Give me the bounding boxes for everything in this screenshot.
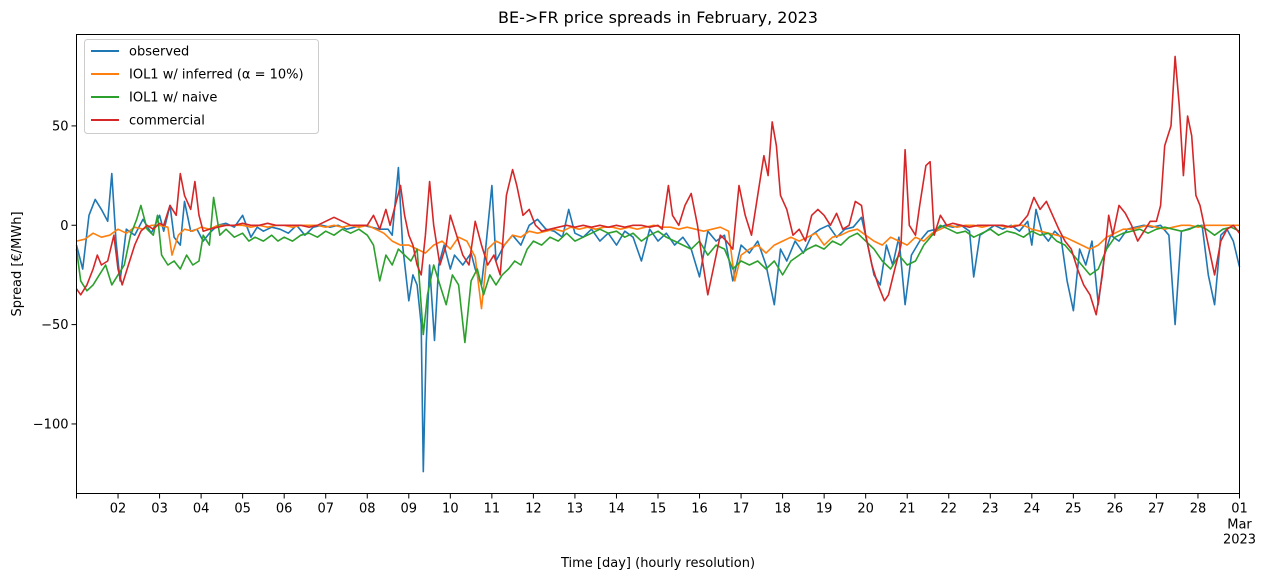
x-tick-label: 01 bbox=[1231, 502, 1248, 517]
x-tick-label: 02 bbox=[110, 502, 127, 517]
y-tick-label: −100 bbox=[33, 417, 69, 432]
legend: observed IOL1 w/ inferred (α = 10%) IOL1 w… bbox=[84, 39, 319, 134]
y-tick-label: 50 bbox=[52, 119, 69, 134]
x-tick-label: 28 bbox=[1190, 502, 1207, 517]
x-tick-label: Mar bbox=[1227, 518, 1252, 533]
x-tick-label: 24 bbox=[1024, 502, 1041, 517]
legend-label: observed bbox=[129, 45, 189, 60]
y-tick-label: −50 bbox=[41, 318, 68, 333]
x-tick-label: 11 bbox=[484, 502, 501, 517]
x-tick-label: 09 bbox=[401, 502, 418, 517]
x-axis: 02 03 04 05 06 07 08 09 10 11 12 13 14 15 16 17 18 19 20 21… bbox=[76, 493, 1256, 548]
y-axis-label: Spread [€/MWh] bbox=[10, 211, 25, 316]
legend-box bbox=[84, 39, 319, 134]
series-line bbox=[75, 166, 1241, 473]
x-tick-label: 2023 bbox=[1223, 533, 1256, 548]
x-tick-label: 06 bbox=[276, 502, 293, 517]
x-tick-label: 03 bbox=[151, 502, 168, 517]
y-axis: 50 0 −50 −100 bbox=[33, 119, 77, 432]
x-tick-label: 19 bbox=[816, 502, 833, 517]
x-tick-label: 21 bbox=[899, 502, 916, 517]
x-tick-label: 16 bbox=[691, 502, 708, 517]
x-tick-label: 23 bbox=[982, 502, 999, 517]
x-tick-label: 18 bbox=[774, 502, 791, 517]
x-tick-label: 12 bbox=[525, 502, 542, 517]
legend-label: IOL1 w/ inferred (α = 10%) bbox=[129, 68, 304, 83]
x-tick-label: 08 bbox=[359, 502, 376, 517]
series-line bbox=[75, 196, 1240, 344]
x-axis-label: Time [day] (hourly resolution) bbox=[560, 556, 755, 571]
series-line bbox=[75, 55, 1241, 316]
legend-label: commercial bbox=[129, 114, 205, 129]
x-tick-label: 07 bbox=[317, 502, 334, 517]
x-tick-label: 05 bbox=[234, 502, 251, 517]
x-tick-label: 13 bbox=[567, 502, 584, 517]
x-tick-label: 10 bbox=[442, 502, 459, 517]
y-tick-label: 0 bbox=[60, 219, 68, 234]
series-line bbox=[76, 224, 1240, 310]
x-tick-label: 22 bbox=[940, 502, 957, 517]
x-tick-label: 20 bbox=[857, 502, 874, 517]
x-tick-label: 04 bbox=[193, 502, 210, 517]
x-tick-label: 25 bbox=[1065, 502, 1082, 517]
x-tick-label: 14 bbox=[608, 502, 625, 517]
legend-label: IOL1 w/ naive bbox=[129, 91, 217, 106]
x-tick-label: 15 bbox=[650, 502, 667, 517]
x-tick-label: 17 bbox=[733, 502, 750, 517]
chart-title: BE->FR price spreads in February, 2023 bbox=[498, 8, 818, 27]
x-tick-label: 27 bbox=[1148, 502, 1165, 517]
x-tick-label: 26 bbox=[1107, 502, 1124, 517]
series-layer bbox=[75, 55, 1241, 473]
